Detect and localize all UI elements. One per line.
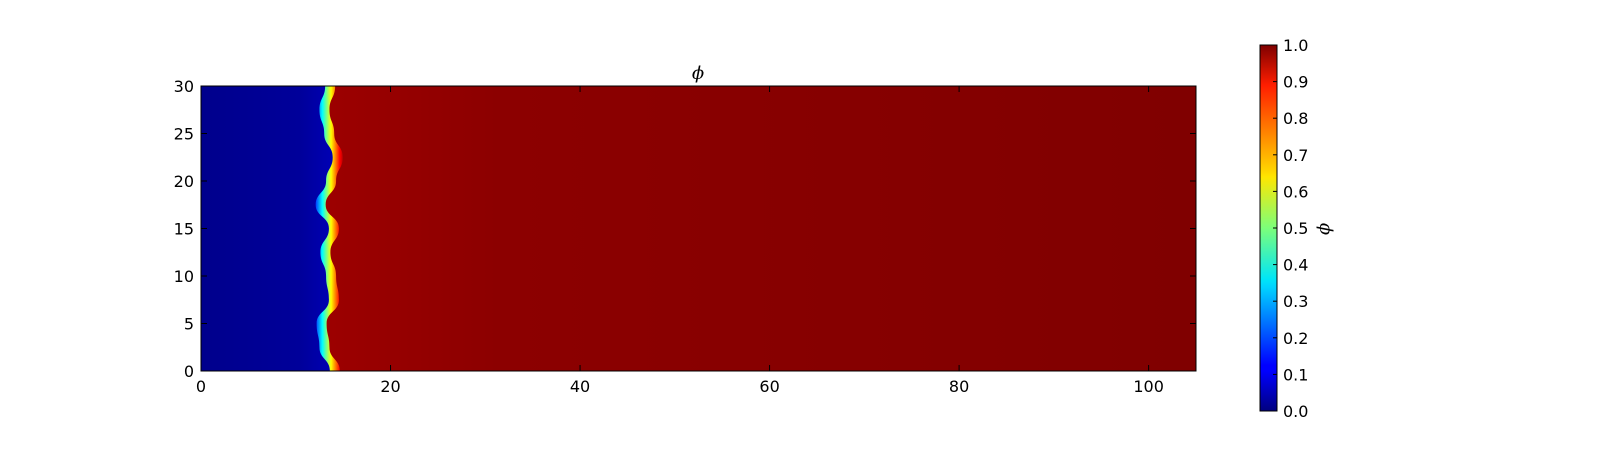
- x-tick-label: 80: [949, 377, 969, 396]
- colorbar-label: ϕ: [1315, 223, 1336, 235]
- y-axis: 0 5 10 15 20 25 30: [174, 77, 1196, 381]
- x-tick-label: 100: [1133, 377, 1164, 396]
- colorbar-tick-label: 0.5: [1283, 219, 1308, 238]
- y-tick-label: 15: [174, 220, 194, 239]
- x-tick-label: 60: [759, 377, 779, 396]
- x-tick-label: 40: [570, 377, 590, 396]
- y-tick-label: 0: [184, 362, 194, 381]
- colorbar-ticks: 0.0 0.1 0.2 0.3 0.4 0.5 0.6 0.7 0.8 0.9 1.0: [1273, 36, 1308, 421]
- colorbar-tick-label: 1.0: [1283, 36, 1308, 55]
- colorbar-tick-label: 0.7: [1283, 146, 1308, 165]
- colorbar-tick-label: 0.0: [1283, 402, 1308, 421]
- x-tick-label: 0: [196, 377, 206, 396]
- x-axis: 0 20 40 60 80 100: [196, 86, 1164, 396]
- colorbar-tick-label: 0.3: [1283, 292, 1308, 311]
- high-phi-region: [201, 86, 1196, 371]
- chart-title: ϕ: [692, 63, 704, 84]
- y-tick-label: 30: [174, 77, 194, 96]
- low-phi-region: [201, 86, 333, 371]
- colorbar-tick-label: 0.6: [1283, 182, 1308, 201]
- colorbar-tick-label: 0.1: [1283, 365, 1308, 384]
- colorbar: 0.0 0.1 0.2 0.3 0.4 0.5 0.6 0.7 0.8 0.9 1.0 ϕ: [1259, 36, 1336, 421]
- colorbar-tick-label: 0.8: [1283, 109, 1308, 128]
- colorbar-tick-label: 0.9: [1283, 73, 1308, 92]
- colorbar-tick-label: 0.2: [1283, 329, 1308, 348]
- y-tick-label: 5: [184, 315, 194, 334]
- y-tick-label: 10: [174, 267, 194, 286]
- plot-area: [201, 86, 1196, 371]
- y-tick-label: 25: [174, 125, 194, 144]
- y-tick-label: 20: [174, 172, 194, 191]
- colorbar-tick-label: 0.4: [1283, 256, 1308, 275]
- x-tick-label: 20: [380, 377, 400, 396]
